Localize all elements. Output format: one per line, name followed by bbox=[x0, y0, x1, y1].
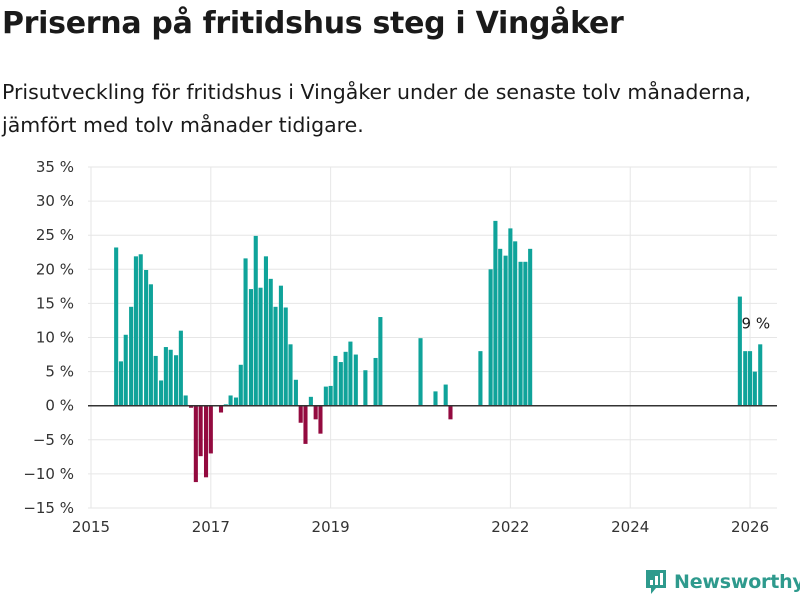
bar bbox=[118, 361, 123, 406]
bar-chart-icon bbox=[646, 570, 666, 594]
newsworthy-logo: Newsworthy bbox=[644, 568, 800, 596]
bar bbox=[433, 391, 438, 406]
bar bbox=[248, 289, 254, 406]
bar bbox=[528, 248, 533, 406]
last-value-label: 9 % bbox=[742, 314, 771, 332]
bar bbox=[114, 247, 119, 406]
y-tick-label: 25 % bbox=[36, 226, 74, 244]
bar bbox=[233, 397, 239, 406]
bar bbox=[133, 256, 138, 406]
x-tick-label: 2022 bbox=[491, 518, 529, 536]
bar bbox=[308, 396, 313, 406]
bar bbox=[752, 371, 757, 406]
bar bbox=[323, 386, 328, 406]
y-tick-label: −10 % bbox=[23, 465, 74, 483]
bar bbox=[208, 405, 213, 454]
bar bbox=[338, 362, 343, 406]
bar bbox=[263, 256, 268, 406]
bar bbox=[268, 278, 273, 406]
bar bbox=[498, 248, 503, 406]
x-tick-label: 2024 bbox=[611, 518, 649, 536]
bars bbox=[114, 220, 763, 483]
y-tick-label: 20 % bbox=[36, 260, 74, 278]
bar bbox=[743, 351, 748, 406]
bar bbox=[328, 385, 333, 406]
bar bbox=[348, 341, 353, 406]
bar bbox=[174, 355, 179, 406]
x-tick-label: 2019 bbox=[312, 518, 350, 536]
y-tick-label: −15 % bbox=[23, 499, 74, 517]
bar bbox=[303, 405, 308, 444]
y-tick-label: 0 % bbox=[45, 397, 74, 415]
bar bbox=[183, 395, 188, 406]
bar bbox=[178, 330, 183, 406]
bar bbox=[153, 355, 158, 406]
y-tick-label: 10 % bbox=[36, 329, 74, 347]
axes: −15 % −10 % −5 % 0 % 5 % 10 % 15 % 20 % 25 % 30 %… bbox=[23, 158, 777, 536]
bar bbox=[198, 405, 203, 457]
brand-name: Newsworthy bbox=[674, 571, 800, 593]
bar bbox=[448, 405, 453, 420]
bar bbox=[373, 357, 378, 406]
y-tick-label: 15 % bbox=[36, 294, 74, 312]
bar bbox=[163, 347, 168, 406]
bar bbox=[313, 405, 318, 420]
bar bbox=[747, 351, 753, 406]
x-tick-label: 2015 bbox=[72, 518, 110, 536]
x-tick-label: 2017 bbox=[192, 518, 230, 536]
bar bbox=[228, 395, 233, 406]
bar bbox=[493, 220, 498, 406]
bar bbox=[318, 405, 323, 434]
bar bbox=[508, 228, 513, 406]
y-tick-label: 5 % bbox=[45, 363, 74, 381]
chart-title: Priserna på fritidshus steg i Vingåker bbox=[2, 6, 624, 41]
x-tick-label: 2026 bbox=[731, 518, 769, 536]
bar bbox=[488, 269, 493, 406]
bar bbox=[353, 354, 358, 406]
bar bbox=[278, 285, 283, 406]
bar bbox=[288, 344, 293, 406]
bar bbox=[378, 317, 383, 406]
bar bbox=[123, 334, 128, 406]
bar bbox=[758, 344, 763, 406]
bar bbox=[343, 351, 348, 406]
bar bbox=[363, 370, 368, 406]
bar bbox=[218, 405, 224, 413]
bar bbox=[503, 255, 508, 406]
bar bbox=[333, 355, 338, 406]
bar bbox=[189, 405, 194, 408]
bar bbox=[148, 284, 153, 406]
bar bbox=[238, 364, 243, 406]
chart-subtitle: Prisutveckling för fritidshus i Vingåker… bbox=[2, 80, 752, 137]
bar bbox=[273, 306, 278, 406]
bar bbox=[243, 258, 248, 406]
bar bbox=[298, 405, 303, 423]
bar bbox=[737, 296, 742, 406]
bar bbox=[478, 351, 483, 406]
bar bbox=[159, 380, 164, 406]
bar bbox=[193, 405, 198, 483]
annotations: 9 % bbox=[742, 314, 771, 332]
bar bbox=[129, 306, 134, 406]
bar bbox=[513, 241, 518, 406]
bar bbox=[203, 405, 209, 478]
bar bbox=[518, 261, 523, 406]
y-tick-label: 35 % bbox=[36, 158, 74, 176]
bar bbox=[138, 254, 143, 406]
y-tick-label: 30 % bbox=[36, 192, 74, 210]
grid-lines bbox=[88, 166, 777, 509]
bar bbox=[168, 349, 173, 406]
bar bbox=[418, 338, 423, 406]
y-tick-label: −5 % bbox=[33, 431, 74, 449]
bar bbox=[258, 287, 263, 406]
bar-chart: −15 % −10 % −5 % 0 % 5 % 10 % 15 % 20 % 25 % 30 %… bbox=[23, 158, 777, 536]
bar bbox=[144, 269, 149, 406]
bar bbox=[293, 379, 298, 406]
bar bbox=[443, 384, 448, 406]
bar bbox=[523, 261, 528, 406]
bar bbox=[283, 307, 288, 406]
bar bbox=[253, 235, 258, 406]
